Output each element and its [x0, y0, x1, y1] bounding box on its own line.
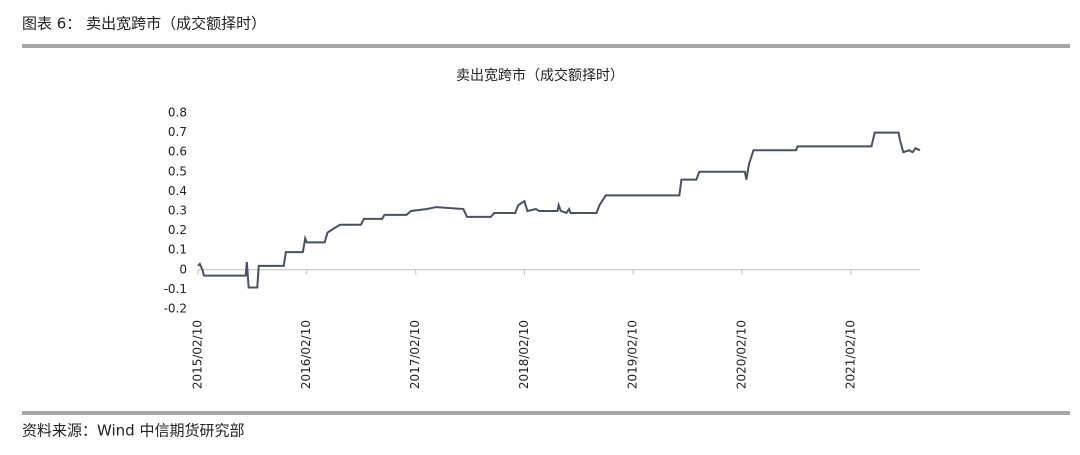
x-tick-label: 2021/02/10 — [843, 320, 857, 389]
y-tick-label: -0.1 — [164, 282, 187, 296]
figure-header: 图表 6： 卖出宽跨市（成交额择时） — [22, 15, 266, 33]
chart-title: 卖出宽跨市（成交额择时） — [456, 67, 624, 84]
x-tick-label: 2019/02/10 — [626, 320, 640, 389]
x-tick-label: 2017/02/10 — [408, 320, 422, 389]
y-tick-label: 0.5 — [168, 164, 187, 178]
header-rule — [22, 44, 1070, 48]
y-tick-label: 0.7 — [168, 125, 187, 139]
y-tick-label: 0.8 — [168, 106, 187, 120]
data-line — [197, 131, 921, 289]
y-tick-label: 0 — [179, 262, 187, 276]
footer-rule — [22, 411, 1070, 415]
y-tick-label: -0.2 — [164, 302, 187, 316]
x-tick-label: 2020/02/10 — [734, 320, 748, 389]
y-tick-label: 0.3 — [168, 204, 187, 218]
y-tick-label: 0.4 — [168, 184, 187, 198]
y-tick-label: 0.6 — [168, 145, 187, 159]
y-tick-label: 0.2 — [168, 223, 187, 237]
source-note: 资料来源：Wind 中信期货研究部 — [22, 422, 244, 440]
x-tick-label: 2018/02/10 — [517, 320, 531, 389]
y-tick-label: 0.1 — [168, 243, 187, 257]
x-tick-label: 2016/02/10 — [299, 320, 313, 389]
x-tick-label: 2015/02/10 — [191, 320, 205, 389]
